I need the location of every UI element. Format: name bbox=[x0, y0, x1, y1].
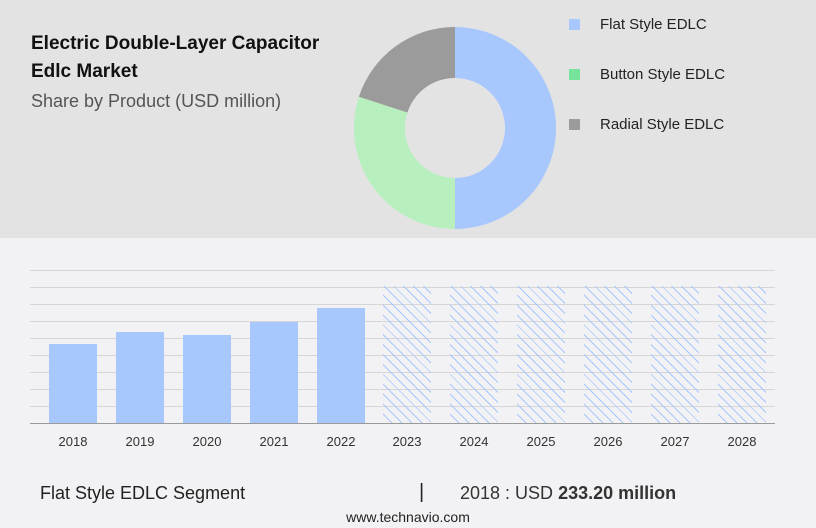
donut-chart bbox=[353, 26, 556, 230]
x-tick-label: 2026 bbox=[593, 434, 623, 449]
segment-value-amount: 233.20 million bbox=[558, 483, 677, 503]
x-tick-label: 2020 bbox=[192, 434, 222, 449]
bar-2024-forecast bbox=[450, 286, 498, 423]
bar-2021 bbox=[250, 322, 298, 423]
footer-separator: | bbox=[419, 481, 425, 503]
x-tick-label: 2024 bbox=[459, 434, 489, 449]
x-tick-label: 2028 bbox=[727, 434, 757, 449]
legend-label: Radial Style EDLC bbox=[600, 116, 725, 133]
summary-panel: Electric Double-Layer Capacitor Edlc Mar… bbox=[0, 0, 816, 238]
bar-2027-forecast bbox=[651, 286, 699, 423]
x-tick-label: 2018 bbox=[58, 434, 88, 449]
legend-item-flat: Flat Style EDLC bbox=[569, 16, 707, 33]
legend-swatch-icon bbox=[569, 119, 580, 130]
website-link[interactable]: www.technavio.com bbox=[346, 509, 470, 525]
gridline bbox=[30, 270, 775, 271]
donut-slice-radial bbox=[358, 26, 455, 113]
segment-value-prefix: 2018 : USD bbox=[460, 483, 554, 503]
bar-2028-forecast bbox=[718, 286, 766, 423]
segment-value: 2018 : USD 233.20 million bbox=[460, 483, 676, 504]
bar-2022 bbox=[317, 308, 365, 423]
x-tick-label: 2022 bbox=[326, 434, 356, 449]
segment-label: Flat Style EDLC Segment bbox=[40, 483, 246, 503]
x-tick-label: 2027 bbox=[660, 434, 690, 449]
legend-item-radial: Radial Style EDLC bbox=[569, 116, 724, 133]
legend-label: Button Style EDLC bbox=[600, 66, 726, 83]
donut-slice-button bbox=[353, 96, 455, 230]
page-title: Electric Double-Layer Capacitor Edlc Mar… bbox=[31, 33, 320, 82]
legend-label: Flat Style EDLC bbox=[600, 16, 707, 33]
bar-2020 bbox=[183, 335, 231, 423]
bar-2018 bbox=[49, 344, 97, 423]
donut-slice-flat bbox=[455, 27, 556, 229]
x-axis bbox=[30, 423, 775, 424]
x-tick-label: 2025 bbox=[526, 434, 556, 449]
x-tick-label: 2023 bbox=[392, 434, 422, 449]
x-tick-label: 2019 bbox=[125, 434, 155, 449]
bar-2025-forecast bbox=[517, 286, 565, 423]
legend-swatch-icon bbox=[569, 19, 580, 30]
x-tick-label: 2021 bbox=[259, 434, 289, 449]
bar-2023-forecast bbox=[383, 286, 431, 423]
bar-chart: 2018 2019 2020 2021 2022 2023 2024 2025 … bbox=[0, 238, 816, 458]
chart-subtitle: Share by Product (USD million) bbox=[31, 91, 282, 111]
legend-swatch-icon bbox=[569, 69, 580, 80]
bar-2019 bbox=[116, 332, 164, 423]
legend-item-button: Button Style EDLC bbox=[569, 66, 725, 83]
bar-2026-forecast bbox=[584, 286, 632, 423]
